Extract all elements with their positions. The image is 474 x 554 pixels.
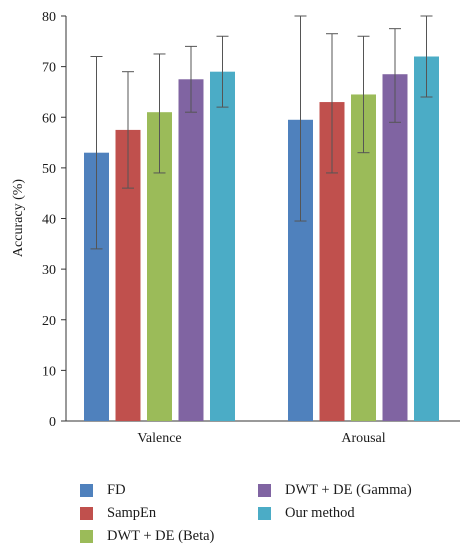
y-tick-label-70: 70 bbox=[42, 61, 56, 76]
y-tick-label-30: 30 bbox=[42, 263, 56, 278]
bar-valence-3 bbox=[178, 79, 204, 421]
x-tick-label-valence: Valence bbox=[137, 431, 181, 446]
y-tick-label-20: 20 bbox=[42, 314, 56, 329]
bar-arousal-3 bbox=[382, 74, 408, 421]
y-tick-label-40: 40 bbox=[42, 213, 56, 228]
error-bars bbox=[90, 15, 433, 250]
y-tick-label-80: 80 bbox=[42, 10, 56, 25]
y-tick-label-10: 10 bbox=[42, 364, 56, 379]
y-axis-title: Accuracy (%) bbox=[11, 179, 26, 257]
x-tick-label-arousal: Arousal bbox=[341, 431, 385, 446]
bar-arousal-4 bbox=[414, 56, 439, 421]
bars bbox=[84, 56, 439, 421]
x-axis: Valence Arousal bbox=[66, 420, 460, 446]
bar-valence-4 bbox=[210, 71, 235, 421]
y-tick-label-0: 0 bbox=[49, 415, 56, 430]
y-tick-label-50: 50 bbox=[42, 162, 56, 177]
y-tick-label-60: 60 bbox=[42, 111, 56, 126]
y-axis: 0 10 20 30 40 50 60 70 80 bbox=[42, 10, 67, 430]
